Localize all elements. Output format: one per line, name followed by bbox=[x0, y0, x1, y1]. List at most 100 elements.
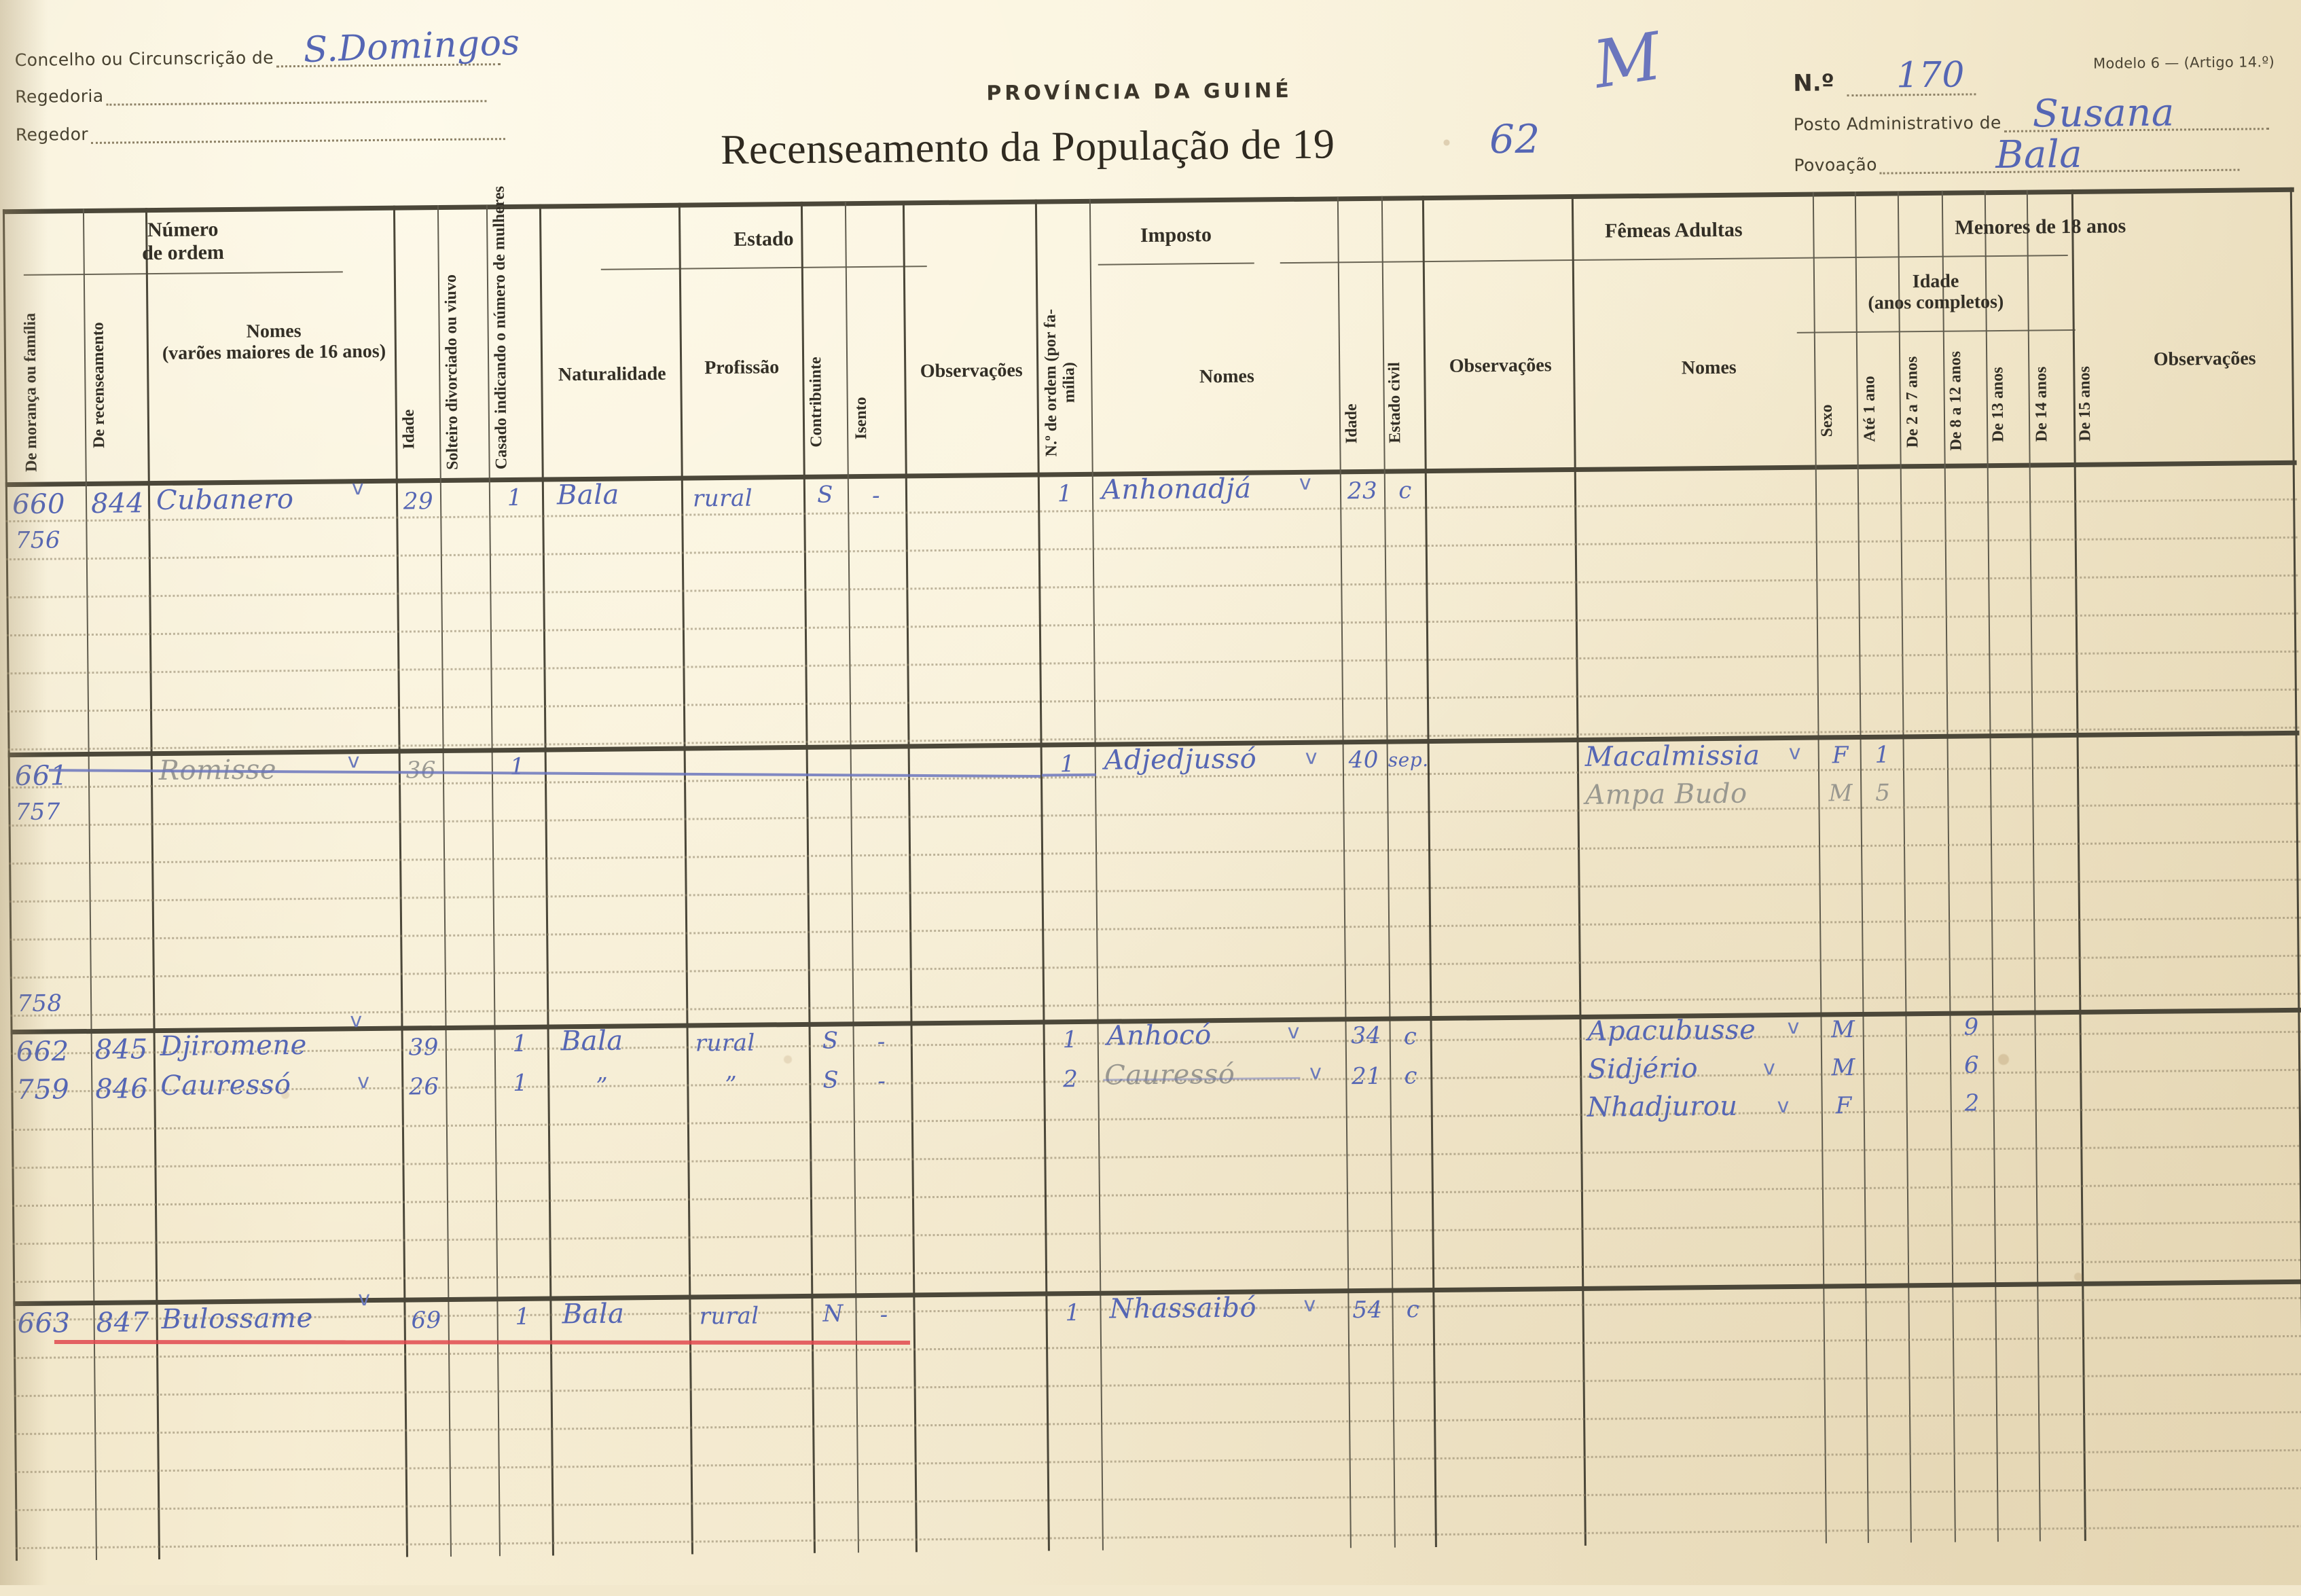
entry-759-casado: 1 bbox=[513, 1069, 528, 1098]
posto-value: Susana bbox=[2032, 90, 2175, 137]
table-top-rule bbox=[2, 187, 2294, 215]
entry-662-moranca: 662 bbox=[16, 1036, 69, 1068]
row-rule bbox=[8, 802, 2300, 827]
entry-661-femea-n: 1 bbox=[1059, 750, 1076, 778]
idade-anos-underline bbox=[1796, 329, 2076, 333]
entry-662-nome: Djiromene bbox=[160, 1029, 307, 1063]
entry-663-femea-idade: 54 bbox=[1352, 1296, 1383, 1324]
row-rule bbox=[5, 536, 2298, 561]
numero-de-ordem-underline bbox=[23, 271, 343, 276]
entry-661-menor-0-tick: v bbox=[1788, 740, 1801, 765]
entry-661-femea-idade: 40 bbox=[1348, 746, 1379, 774]
group-imposto: Imposto bbox=[1140, 223, 1212, 247]
entry-759-isento: - bbox=[877, 1067, 886, 1095]
entry-759-femea-idade: 21 bbox=[1351, 1062, 1382, 1091]
group-numero-de-ordem: Número de ordem bbox=[141, 218, 225, 264]
entry-759-menor-1-tick: v bbox=[1777, 1094, 1790, 1119]
entry-759-femea-estado-civil: c bbox=[1404, 1062, 1418, 1090]
entry-660-femea-estado-civil: c bbox=[1398, 477, 1412, 505]
colhead-observacoes-1: Observações bbox=[920, 359, 1023, 382]
entry-663-casado: 1 bbox=[515, 1303, 530, 1331]
entry-759-moranca: 759 bbox=[16, 1074, 70, 1106]
colhead-de-8-a-12: De 8 a 12 anos bbox=[1946, 351, 1965, 452]
regedoria-label: Regedoria bbox=[15, 86, 104, 107]
entry-759-menor-1-age-value: 2 bbox=[1964, 1089, 1980, 1117]
femeas-underline bbox=[1280, 255, 2068, 264]
entry-662-naturalidade: Bala bbox=[560, 1025, 623, 1057]
entry-759-menor-0-tick: v bbox=[1763, 1056, 1776, 1081]
row-rule bbox=[15, 1525, 2301, 1550]
group-estado: Estado bbox=[733, 228, 794, 251]
entry-660-isento: - bbox=[871, 482, 881, 509]
row-rule bbox=[14, 1373, 2301, 1398]
posto-field: Posto Administrativo de bbox=[1794, 110, 2269, 134]
colhead-observacoes-2: Observações bbox=[1449, 355, 1552, 377]
imposto-underline bbox=[1098, 262, 1254, 266]
entry-662-femea-n: 1 bbox=[1062, 1026, 1078, 1054]
row-rule bbox=[6, 612, 2298, 637]
entry-663-nome: Bulossame bbox=[161, 1302, 313, 1336]
row-rule bbox=[14, 1449, 2301, 1474]
entry-759-recenseamento: 846 bbox=[95, 1073, 149, 1105]
colhead-de-14: De 14 anos bbox=[2032, 366, 2051, 442]
entry-759-nome: Cauressó bbox=[160, 1069, 291, 1102]
colhead-de-recenseamento: De recenseamento bbox=[89, 321, 109, 448]
entry-660-recenseamento: 844 bbox=[90, 488, 145, 520]
entry-660-femea-tick: v bbox=[1299, 471, 1311, 495]
entry-759-idade: 26 bbox=[409, 1073, 439, 1101]
entry-759-femea-nome: Cauressó bbox=[1104, 1058, 1235, 1091]
entry-663-femea-estado-civil: c bbox=[1406, 1296, 1420, 1324]
concelho-label: Concelho ou Circunscrição de bbox=[14, 48, 274, 71]
entry-661-moranca-alt: 757 bbox=[15, 798, 61, 827]
entry-660-nome: Cubanero bbox=[156, 484, 294, 517]
entry-660-femea-idade: 23 bbox=[1347, 477, 1378, 505]
entry-663-red-underline bbox=[54, 1339, 910, 1345]
entry-662-menor-0-sexo: M bbox=[1830, 1016, 1855, 1044]
colhead-n-ordem-familia: N.º de ordem (por fa-mília) bbox=[1041, 308, 1079, 457]
colhead-de-2-a-7: De 2 a 7 anos bbox=[1903, 356, 1922, 448]
row-rule bbox=[9, 840, 2301, 865]
entry-662-nome-tick: v bbox=[350, 1009, 363, 1033]
colhead-nomes-femeas: Nomes bbox=[1199, 365, 1254, 388]
census-table: Número de ordem Estado Imposto Fêmeas Ad… bbox=[2, 185, 2301, 1561]
entry-661-femea-nome: Adjedjussó bbox=[1104, 743, 1257, 776]
initials-scribble: M bbox=[1589, 18, 1667, 103]
entry-759-menor-0-nome: Sidjério bbox=[1587, 1053, 1699, 1085]
regedoria-field: Regedoria bbox=[15, 82, 487, 107]
entry-662-femea-idade: 34 bbox=[1351, 1021, 1382, 1050]
colhead-sexo: Sexo bbox=[1817, 404, 1836, 437]
entry-661-femea-tick: v bbox=[1305, 745, 1318, 769]
entry-662-idade: 39 bbox=[408, 1034, 439, 1062]
entry-662-femea-nome: Anhocó bbox=[1106, 1019, 1212, 1052]
entry-759-menor-1-sexo: F bbox=[1835, 1092, 1852, 1120]
posto-label: Posto Administrativo de bbox=[1793, 112, 2001, 134]
group-idade-anos-completos: Idade (anos completos) bbox=[1868, 270, 2004, 314]
entry-661-nome-tick: v bbox=[347, 749, 360, 774]
entry-663-contribuinte: N bbox=[822, 1300, 844, 1328]
row-rule bbox=[6, 574, 2298, 599]
regedor-field: Regedor bbox=[15, 120, 506, 145]
entry-661-menor-1-sexo: M bbox=[1828, 780, 1853, 808]
colhead-ate-1-ano: Até 1 ano bbox=[1860, 376, 1879, 442]
colhead-idade-femeas: Idade bbox=[1342, 403, 1361, 444]
colhead-nomes-menores: Nomes bbox=[1681, 357, 1737, 379]
regedor-label: Regedor bbox=[15, 124, 89, 145]
row-rule bbox=[10, 916, 2301, 941]
colhead-idade: Idade bbox=[399, 410, 418, 450]
colhead-casado: Casado indicando o número de mulheres bbox=[490, 185, 511, 470]
entry-660-moranca-alt: 756 bbox=[15, 526, 61, 555]
entry-663-idade: 69 bbox=[411, 1307, 441, 1335]
entry-662-contribuinte: S bbox=[822, 1027, 839, 1055]
entry-759-contribuinte: S bbox=[822, 1066, 839, 1094]
entry-663-moranca: 663 bbox=[17, 1307, 71, 1340]
entry-661-menor-0-age-value: 1 bbox=[1874, 741, 1891, 769]
entry-661-menor-0-sexo: F bbox=[1832, 742, 1849, 769]
entry-660-contribuinte: S bbox=[816, 481, 834, 509]
modelo-label: Modelo 6 — (Artigo 14.º) bbox=[2092, 54, 2275, 72]
entry-662-menor-0-age-value: 9 bbox=[1963, 1013, 1979, 1041]
entry-660-profissao: rural bbox=[692, 484, 753, 513]
entry-661-idade: 36 bbox=[405, 757, 437, 784]
entry-660-femea-nome: Anhonadjá bbox=[1101, 473, 1252, 506]
colhead-contribuinte: Contribuinte bbox=[807, 356, 826, 448]
